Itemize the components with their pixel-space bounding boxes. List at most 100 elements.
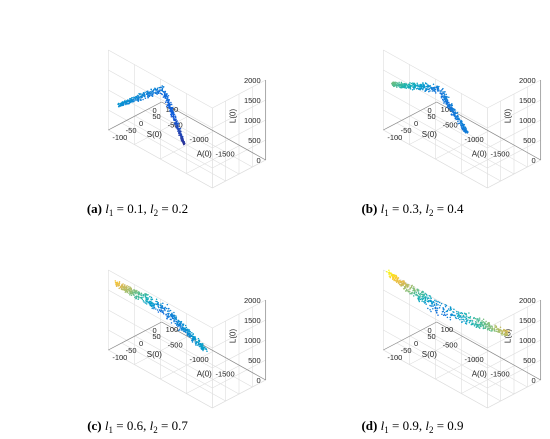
scatter-point	[446, 316, 449, 319]
scatter-point	[461, 312, 464, 315]
z-tick-label: 1000	[244, 116, 261, 125]
scatter-point	[397, 276, 400, 279]
scatter-point	[191, 341, 194, 343]
scatter-point	[194, 341, 196, 343]
scatter-point	[419, 298, 422, 301]
scatter-point	[171, 113, 173, 116]
scatter-point	[126, 291, 128, 294]
scatter-point	[448, 107, 451, 110]
scatter-point	[438, 85, 440, 88]
scatter-points-c	[114, 280, 208, 353]
scatter-point	[499, 330, 501, 332]
scatter-point	[141, 298, 144, 300]
scatter-point	[134, 296, 136, 298]
scatter-point	[174, 115, 177, 117]
scatter-point	[126, 101, 128, 104]
scatter-point	[478, 319, 481, 321]
scatter-point	[157, 311, 160, 313]
scatter-point	[460, 316, 462, 319]
scatter-point	[172, 112, 174, 115]
scatter-point	[120, 288, 123, 291]
caption-label-b: (b)	[361, 201, 378, 216]
scatter-point	[135, 95, 137, 98]
scatter-point	[158, 306, 160, 309]
scatter-point	[388, 275, 391, 277]
scatter-point	[388, 273, 390, 275]
scatter-point	[464, 131, 467, 133]
scatter-point	[453, 311, 455, 313]
scatter-point	[468, 321, 471, 324]
scatter-point	[460, 124, 463, 127]
scatter-point	[486, 326, 488, 328]
scatter-point	[435, 304, 438, 306]
scatter-point	[129, 286, 131, 288]
scatter-point	[443, 312, 446, 314]
scatter-point	[485, 323, 488, 326]
scatter-point	[464, 316, 466, 318]
scatter-point	[395, 85, 398, 87]
scatter-point	[495, 330, 498, 333]
scatter-point	[406, 85, 409, 87]
scatter-point	[468, 312, 470, 314]
scatter-point	[128, 102, 131, 104]
scatter-point	[446, 106, 449, 108]
scatter-point	[182, 143, 185, 146]
scatter-point	[145, 298, 148, 300]
scatter-point	[416, 82, 418, 84]
scatter-point	[451, 104, 453, 107]
scatter-point	[419, 295, 422, 297]
scatter-point	[159, 306, 162, 308]
scatter-point	[442, 307, 444, 309]
scatter-point	[473, 323, 475, 326]
scatter-point	[429, 299, 431, 302]
z-axis-label: L(0)	[504, 329, 513, 344]
scatter-point	[434, 299, 436, 301]
scatter-point	[197, 343, 200, 346]
scatter-point	[152, 306, 154, 308]
scatter-point	[175, 118, 177, 121]
scatter-point	[425, 88, 428, 90]
scatter-point	[156, 87, 159, 90]
scatter-point	[186, 334, 189, 336]
scatter-point	[443, 91, 446, 93]
scatter-point	[488, 324, 490, 326]
scatter-point	[133, 294, 135, 296]
scatter-point	[157, 304, 160, 306]
scatter-point	[456, 312, 458, 315]
caption-l1-d: 0.9	[402, 418, 419, 433]
scatter-point	[122, 283, 124, 285]
scatter-point	[459, 123, 462, 125]
scatter-point	[141, 93, 143, 96]
scatter-point	[145, 296, 147, 299]
scatter-point	[450, 113, 453, 115]
scatter-point	[138, 96, 140, 98]
grid-c	[108, 269, 267, 409]
scatter-point	[115, 285, 118, 287]
scatter-point	[441, 93, 443, 95]
scatter-point	[474, 322, 477, 325]
scatter-point	[394, 81, 397, 84]
scatter-point	[147, 91, 149, 93]
scatter-point	[177, 130, 179, 132]
scatter-point	[428, 90, 430, 93]
scatter-point	[409, 86, 412, 88]
scatter-point	[170, 101, 172, 104]
scatter-point	[157, 90, 159, 92]
scatter-point	[187, 330, 190, 332]
z-tick-label: 500	[523, 356, 536, 365]
x-axis-label: A(0)	[197, 149, 212, 158]
scatter-point	[409, 82, 411, 84]
scatter-point	[184, 327, 186, 329]
y-tick-label: 100	[166, 325, 179, 334]
scatter-point	[482, 327, 485, 330]
scatter-point	[150, 299, 153, 301]
scatter-point	[191, 337, 194, 340]
x-tick-label: -500	[168, 121, 183, 130]
scatter-point	[202, 349, 204, 352]
scatter-point	[403, 84, 406, 86]
scatter-point	[461, 318, 463, 321]
scatter-point	[457, 120, 459, 123]
scatter-point	[182, 324, 184, 327]
scatter-point	[413, 289, 415, 291]
z-tick-label: 2000	[244, 76, 261, 85]
